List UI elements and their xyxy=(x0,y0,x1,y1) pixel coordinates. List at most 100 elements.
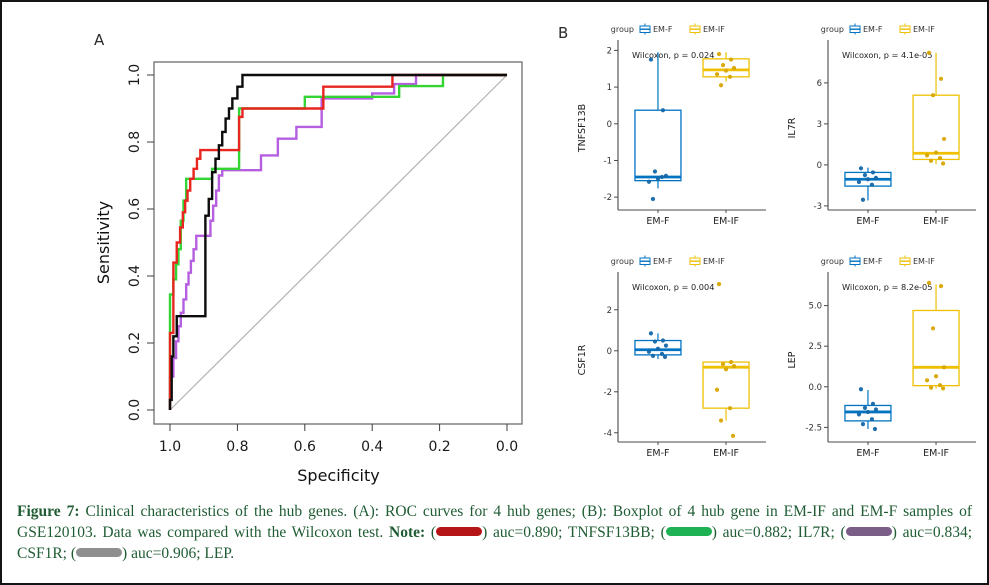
jitter-point xyxy=(650,353,656,358)
legend-item-label: EM-F xyxy=(653,25,673,34)
jitter-point xyxy=(648,331,654,336)
note-item: () auc=0.890; TNFSF13BB; xyxy=(430,524,661,542)
jitter-point xyxy=(646,349,652,354)
jitter-point xyxy=(933,374,939,379)
jitter-point xyxy=(928,158,934,163)
legend-title: group xyxy=(821,25,844,34)
y-tick-label: -2 xyxy=(604,388,612,398)
note-item: () auc=0.834; CSF1R; xyxy=(17,524,973,563)
jitter-point xyxy=(663,343,669,348)
jitter-point xyxy=(869,417,875,422)
figure-number: Figure 7: xyxy=(17,503,80,520)
jitter-point xyxy=(872,426,878,432)
jitter-point xyxy=(869,182,875,187)
caption-body: Clinical characteristics of the hub gene… xyxy=(17,503,972,542)
note-color-swatch xyxy=(845,527,892,537)
jitter-point xyxy=(860,422,866,427)
jitter-point xyxy=(731,65,737,71)
legend-item-label: EM-IF xyxy=(913,257,935,266)
roc-chart: 1.0 0.8 0.6 0.4 0.2 0.0 0.0 0.2 0.4 0.6 0.8 1.0 Spec… xyxy=(94,61,523,485)
legend-item-label: EM-IF xyxy=(703,25,725,34)
x-category-label: EM-F xyxy=(856,448,879,459)
roc-curve-tnfsf13bb xyxy=(168,73,507,410)
y-tick-label: -2.5 xyxy=(805,423,822,433)
roc-x-tick-label: 0.2 xyxy=(428,439,450,455)
jitter-point xyxy=(731,364,737,369)
roc-x-tick-label: 0.8 xyxy=(226,439,248,455)
roc-curve-il7r xyxy=(168,73,507,410)
y-tick-label: -3 xyxy=(814,202,822,212)
jitter-point xyxy=(856,179,862,185)
roc-curve-csf1r xyxy=(168,73,507,410)
roc-plot-box xyxy=(153,61,523,425)
wilcoxon-p-label: Wilcoxon, p = 0.004 xyxy=(632,282,714,292)
jitter-point xyxy=(718,418,724,423)
roc-x-tick-label: 1.0 xyxy=(159,439,181,455)
jitter-point xyxy=(727,74,733,79)
y-tick-label: -4 xyxy=(604,429,612,439)
jitter-point xyxy=(730,433,736,438)
note-color-swatch xyxy=(436,527,483,537)
note-item: () auc=0.882; IL7R; xyxy=(660,524,841,542)
iqr-box xyxy=(702,58,750,78)
legend-title: group xyxy=(821,257,844,266)
jitter-point xyxy=(723,68,729,73)
jitter-point xyxy=(728,57,734,62)
jitter-point xyxy=(727,406,733,411)
jitter-point xyxy=(652,339,658,344)
boxplot-grid: group EM-F EM-IF Wilcoxon, p = 0.024 -2 -1 0 1 2… xyxy=(572,16,984,476)
legend-item-label: EM-F xyxy=(653,257,673,266)
wilcoxon-p-label: Wilcoxon, p = 4.1e-05 xyxy=(842,50,932,60)
jitter-point xyxy=(858,387,864,392)
jitter-point xyxy=(870,170,876,175)
jitter-point xyxy=(663,173,669,178)
roc-y-tick-label: 0.0 xyxy=(127,399,143,421)
roc-y-tick-label: 1.0 xyxy=(127,64,143,86)
jitter-point xyxy=(856,412,862,417)
wilcoxon-p-label: Wilcoxon, p = 0.024 xyxy=(632,50,714,60)
jitter-point xyxy=(938,284,944,289)
iqr-box xyxy=(702,361,750,409)
gene-axis-label: IL7R xyxy=(787,117,798,138)
jitter-point xyxy=(716,282,722,287)
jitter-point xyxy=(659,174,665,180)
roc-xlabel: Specificity xyxy=(297,466,379,485)
roc-y-tick-label: 0.8 xyxy=(127,131,143,153)
roc-x-tick-label: 0.6 xyxy=(294,439,316,455)
jitter-point xyxy=(646,179,652,184)
gene-axis-label: CSF1R xyxy=(577,344,588,375)
y-tick-label: 0 xyxy=(607,120,612,130)
y-tick-label: -1 xyxy=(604,156,612,166)
panel-a-label: A xyxy=(94,31,105,49)
jitter-point xyxy=(938,76,944,81)
roc-x-tick-label: 0.0 xyxy=(496,439,518,455)
gene-axis-label: TNFSF13B xyxy=(577,104,588,153)
iqr-box xyxy=(912,94,960,161)
jitter-point xyxy=(941,136,947,142)
y-tick-label: 0 xyxy=(817,161,822,171)
jitter-point xyxy=(924,153,930,158)
jitter-point xyxy=(926,280,932,285)
legend-title: group xyxy=(611,25,634,34)
y-tick-label: 2 xyxy=(607,306,612,316)
y-tick-label: 2.5 xyxy=(808,342,822,352)
legend-title: group xyxy=(611,257,634,266)
jitter-point xyxy=(660,338,666,343)
jitter-point xyxy=(655,176,661,181)
panel-b-label: B xyxy=(558,24,569,42)
jitter-point xyxy=(662,354,668,360)
y-tick-label: 5.0 xyxy=(808,302,822,312)
jitter-point xyxy=(723,367,729,372)
boxplot-il7r: group EM-F EM-IF Wilcoxon, p = 4.1e-05 -3 0 3 6… xyxy=(787,23,976,227)
y-tick-label: 1 xyxy=(607,83,612,93)
x-category-label: EM-IF xyxy=(923,216,949,227)
chance-diagonal xyxy=(169,74,508,411)
roc-y-tick-label: 0.4 xyxy=(127,265,143,287)
jitter-point xyxy=(720,62,726,68)
gene-axis-label: LEP xyxy=(787,351,798,368)
x-category-label: EM-IF xyxy=(713,448,739,459)
jitter-point xyxy=(933,150,939,155)
legend-item-label: EM-IF xyxy=(703,257,725,266)
jitter-point xyxy=(720,362,726,367)
